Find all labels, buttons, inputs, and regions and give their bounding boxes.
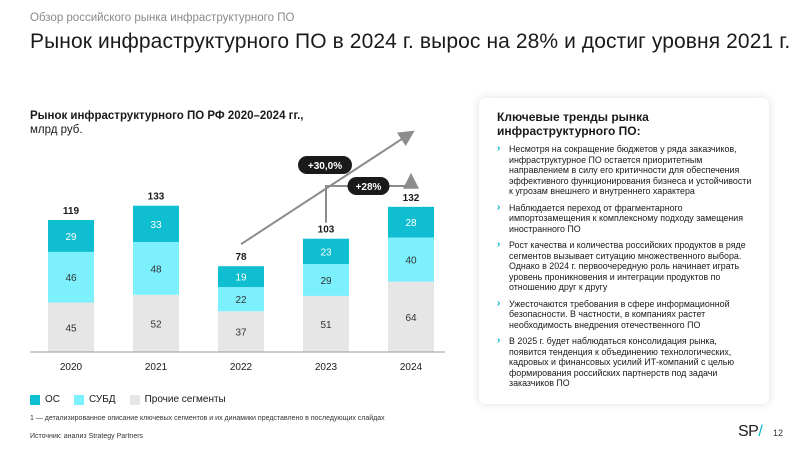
chart-title: Рынок инфраструктурного ПО РФ 2020–2024 …	[30, 110, 304, 122]
bar-segment	[133, 242, 179, 295]
trend-item: › Рост качества и количества российских …	[497, 239, 755, 293]
bar-value-label: 23	[320, 247, 332, 258]
chevron-right-icon: ›	[497, 335, 501, 346]
trend-item: › Ужесточаются требования в сфере информ…	[497, 297, 755, 331]
sp-logo: SP/	[738, 423, 763, 441]
bar-value-label: 40	[405, 256, 417, 267]
bar-total-label: 133	[148, 192, 165, 203]
chevron-right-icon: ›	[497, 201, 501, 213]
trend-item: › Наблюдается переход от фрагментарного …	[497, 201, 755, 235]
chart-unit: млрд руб.	[30, 124, 83, 136]
legend-label-os: ОС	[45, 394, 60, 405]
bar-segment	[303, 295, 349, 352]
trends-panel: Ключевые тренды рынка инфраструктурного …	[479, 98, 769, 404]
trend-item: › Несмотря на сокращение бюджетов у ряда…	[497, 143, 755, 197]
legend-swatch-os	[30, 394, 40, 405]
bar-total-label: 78	[235, 252, 247, 263]
legend-item-os: ОС	[30, 394, 60, 405]
x-tick-label: 2020	[60, 362, 83, 373]
bar-segment	[388, 281, 434, 352]
page-title: Рынок инфраструктурного ПО в 2024 г. выр…	[30, 30, 791, 53]
bar-segment	[48, 302, 94, 352]
legend-item-other: Прочие сегменты	[129, 394, 226, 405]
bar-segment	[218, 287, 264, 312]
bar-segment	[388, 206, 434, 238]
bar-value-label: 52	[150, 319, 162, 330]
growth-label-bracket: +28%	[356, 182, 382, 193]
bar-segment	[388, 237, 434, 282]
chevron-right-icon: ›	[497, 239, 501, 250]
bar-total-label: 119	[63, 206, 80, 217]
bar-segment	[218, 266, 264, 288]
trend-text: Несмотря на сокращение бюджетов у ряда з…	[509, 144, 752, 196]
bar-value-label: 22	[235, 295, 247, 306]
bar-segment	[303, 238, 349, 264]
legend-swatch-dbms	[74, 394, 84, 405]
trend-text: Наблюдается переход от фрагментарного им…	[509, 202, 744, 234]
trend-item: › В 2025 г. будет наблюдаться консолидац…	[497, 335, 755, 389]
bar-value-label: 48	[150, 264, 162, 275]
trend-text: Рост качества и количества российских пр…	[509, 240, 746, 292]
page-kicker: Обзор российского рынка инфраструктурног…	[30, 12, 295, 24]
growth-label-long: +30,0%	[308, 161, 342, 172]
page-number: 12	[773, 428, 784, 438]
bar-value-label: 28	[405, 218, 417, 229]
x-tick-label: 2024	[400, 362, 423, 373]
bar-segment	[218, 311, 264, 352]
logo-text: SP	[738, 423, 759, 440]
bar-value-label: 33	[150, 220, 162, 231]
bar-value-label: 45	[65, 323, 77, 334]
bar-value-label: 29	[65, 232, 77, 243]
growth-badge-bracket	[347, 177, 390, 195]
source-note: Источник: анализ Strategy Partners	[30, 433, 144, 440]
legend-label-dbms: СУБД	[89, 394, 116, 405]
bar-segment	[133, 205, 179, 242]
bar-value-label: 19	[235, 273, 247, 284]
legend-item-dbms: СУБД	[74, 394, 116, 405]
bar-segment	[48, 251, 94, 303]
x-tick-label: 2021	[145, 362, 168, 373]
trend-text: Ужесточаются требования в сфере информац…	[509, 298, 730, 330]
chevron-right-icon: ›	[497, 297, 501, 309]
bar-value-label: 29	[320, 276, 332, 287]
bar-total-label: 132	[403, 193, 420, 204]
bar-value-label: 46	[65, 273, 77, 284]
bar-value-label: 51	[320, 320, 332, 331]
bar-total-label: 103	[318, 225, 335, 236]
legend-label-other: Прочие сегменты	[144, 394, 226, 405]
bar-value-label: 37	[235, 328, 247, 339]
chevron-right-icon: ›	[497, 143, 501, 154]
bar-segment	[133, 294, 179, 352]
trend-text: В 2025 г. будет наблюдаться консолидация…	[509, 336, 735, 388]
bar-value-label: 64	[405, 313, 417, 324]
footnote: 1 — детализированное описание ключевых с…	[30, 415, 385, 422]
x-tick-label: 2022	[230, 362, 253, 373]
chart-legend: ОС СУБД Прочие сегменты	[30, 394, 226, 405]
trends-title: Ключевые тренды рынка инфраструктурного …	[497, 110, 649, 138]
bar-segment	[48, 220, 94, 252]
legend-swatch-other	[129, 394, 140, 405]
bar-segment	[303, 264, 349, 296]
stacked-bar-chart: 45 46 29 119 2020 52 48 33 133 2021 37 22 19 78 2022 51…	[30, 130, 445, 373]
growth-badge-long	[298, 156, 352, 174]
x-tick-label: 2023	[315, 362, 338, 373]
growth-arrow-long	[240, 130, 415, 246]
logo-slash: /	[758, 423, 763, 440]
